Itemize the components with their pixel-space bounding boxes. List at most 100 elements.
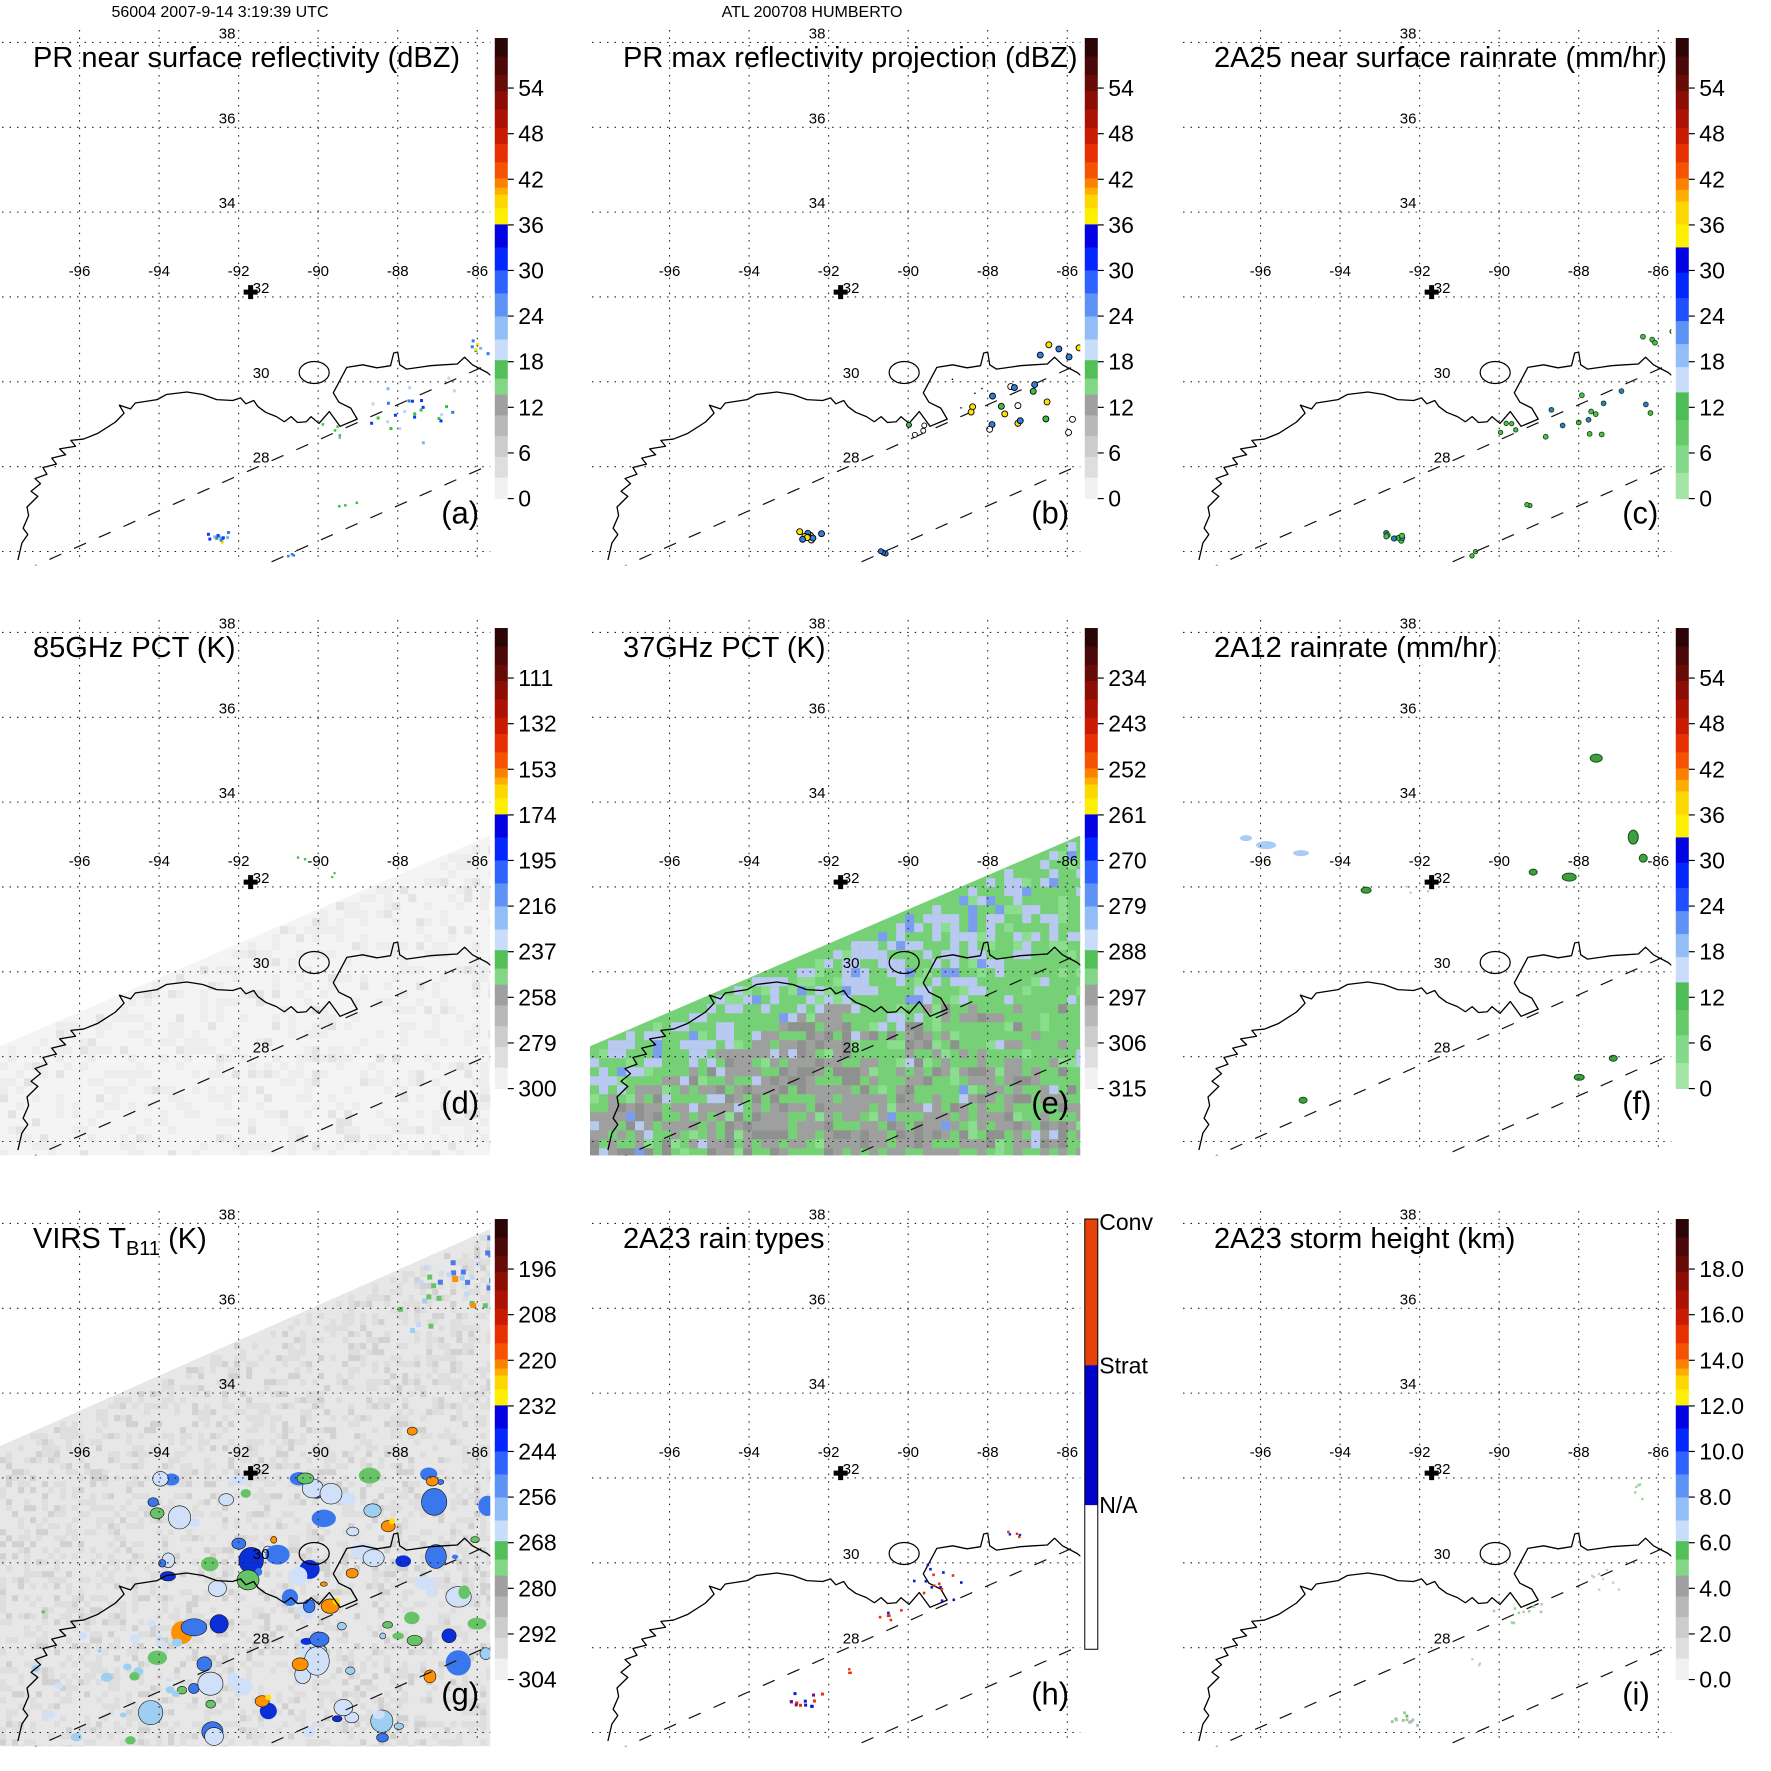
lat-label: 36 — [1399, 1291, 1416, 1308]
data-speckle — [389, 427, 393, 431]
swath-edge-line — [852, 464, 1081, 566]
colorbar-tick-label: 24 — [1109, 303, 1135, 329]
lon-label: -90 — [1488, 1444, 1510, 1461]
lon-label: -86 — [1057, 263, 1079, 280]
colorbar-tick-label: 12 — [1109, 394, 1135, 420]
coastline — [607, 351, 1081, 561]
storm-center-marker — [1424, 875, 1439, 890]
lat-label: 30 — [843, 365, 860, 382]
lat-label: 34 — [1399, 195, 1416, 212]
data-speckle — [1513, 1606, 1516, 1610]
colorbar-tick-label: 6.0 — [1699, 1529, 1731, 1555]
storm-name-header: ATL 200708 HUMBERTO — [721, 4, 903, 21]
lon-label: -92 — [228, 853, 250, 870]
colorbar-tick-label: 216 — [518, 893, 556, 919]
data-speckle — [887, 1614, 890, 1617]
lon-label: -94 — [739, 853, 761, 870]
swath-edge-line — [624, 1543, 1081, 1746]
lon-label: -94 — [1329, 1444, 1351, 1461]
data-speckle — [1409, 891, 1412, 894]
colorbar-tick-label: 24 — [1699, 303, 1725, 329]
panel-letter: (h) — [1032, 1676, 1070, 1711]
colorbar-tick-label: 279 — [1109, 893, 1147, 919]
data-speckle — [1390, 1719, 1394, 1723]
colorbar-tick-label: 30 — [1699, 848, 1725, 874]
data-speckle — [1611, 1581, 1615, 1584]
data-speckle — [321, 423, 325, 426]
lon-label: -96 — [659, 1444, 681, 1461]
panel-letter: (g) — [441, 1676, 479, 1711]
lon-label: -88 — [387, 853, 409, 870]
data-speckle — [215, 536, 219, 540]
data-speckle — [887, 1611, 890, 1614]
swath-edge-line — [1442, 1644, 1671, 1746]
data-speckle — [1575, 419, 1582, 426]
timestamp-header: 56004 2007-9-14 3:19:39 UTC — [111, 4, 329, 21]
lon-label: -86 — [466, 1444, 488, 1461]
data-speckle — [1508, 420, 1514, 427]
data-speckle — [1521, 1610, 1525, 1613]
data-speckle — [967, 408, 975, 416]
colorbar-tick-label: 8.0 — [1699, 1484, 1731, 1510]
data-speckle — [338, 434, 342, 437]
data-speckle — [213, 535, 217, 539]
colorbar-tick-label: 244 — [518, 1438, 557, 1464]
lat-label: 28 — [253, 1630, 270, 1647]
data-speckle — [878, 548, 885, 555]
data-speckle — [929, 1567, 933, 1571]
lat-label: 36 — [1399, 701, 1416, 718]
data-speckle — [1639, 333, 1646, 340]
data-speckle — [1548, 406, 1554, 413]
colorbar-tick-label: 6 — [1109, 440, 1122, 466]
lon-label: -90 — [898, 1444, 920, 1461]
lat-label: 36 — [809, 1291, 826, 1308]
data-speckle — [1597, 1588, 1600, 1591]
data-speckle — [1527, 1609, 1531, 1613]
data-speckle — [1019, 1533, 1022, 1536]
data-speckle — [1647, 410, 1653, 416]
data-speckle — [879, 1615, 882, 1619]
data-speckle — [1405, 1714, 1408, 1718]
lat-label: 30 — [1433, 365, 1450, 382]
rain-blob — [1638, 853, 1648, 863]
lon-label: -94 — [148, 853, 170, 870]
colorbar-tick-label: 42 — [518, 166, 544, 192]
lat-label: 30 — [1433, 1545, 1450, 1562]
lon-label: -86 — [1647, 1444, 1669, 1461]
data-speckle — [940, 1587, 944, 1591]
swath-edge-line — [1215, 1543, 1671, 1746]
colorbar-tick-label: 237 — [518, 939, 556, 965]
data-speckle — [1617, 1588, 1620, 1591]
lon-label: -94 — [1329, 263, 1351, 280]
lake-pontchartrain — [1479, 360, 1511, 385]
lat-label: 34 — [219, 195, 236, 212]
lon-label: -92 — [818, 853, 840, 870]
data-speckle — [1045, 341, 1053, 349]
panel-title: PR max reflectivity projection (dBZ) — [623, 42, 1077, 74]
data-speckle — [1405, 885, 1408, 889]
lon-label: -94 — [739, 1444, 761, 1461]
panel-title: 2A23 rain types — [623, 1223, 825, 1255]
lon-label: -92 — [1408, 853, 1430, 870]
data-speckle — [1601, 1577, 1604, 1580]
data-speckle — [227, 530, 231, 534]
data-speckle — [407, 399, 411, 403]
colorbar: 54 48 42 36 30 24 18 12 6 0 — [1675, 628, 1725, 1102]
data-speckle — [1587, 408, 1594, 415]
colorbar-tick-label: 48 — [1699, 711, 1725, 737]
colorbar-tick-label: 270 — [1109, 848, 1147, 874]
data-speckle — [813, 1699, 817, 1703]
data-speckle — [486, 352, 490, 356]
data-speckle — [1401, 1718, 1405, 1722]
lake-pontchartrain — [1479, 951, 1511, 975]
data-speckle — [1640, 1497, 1644, 1500]
data-speckle — [796, 528, 804, 536]
data-speckle — [923, 1591, 926, 1594]
data-speckle — [818, 530, 826, 538]
